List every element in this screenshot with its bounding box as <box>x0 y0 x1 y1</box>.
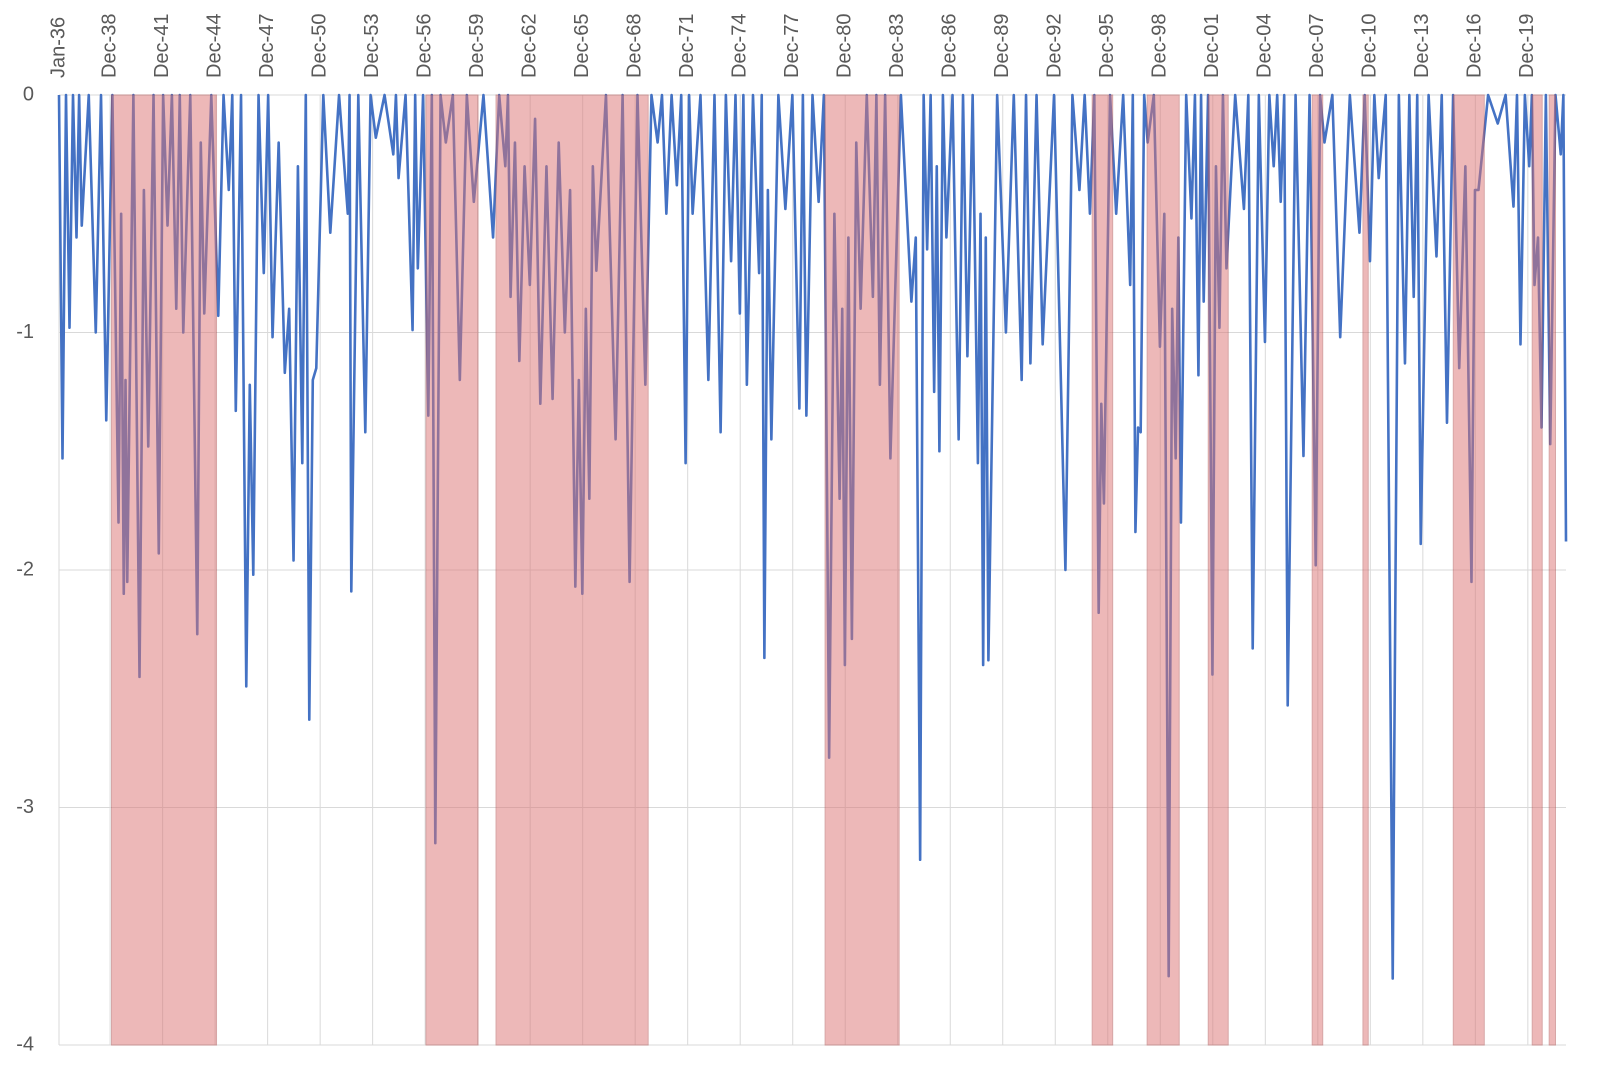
x-tick-label: Dec-07 <box>1306 14 1328 78</box>
x-tick-label: Dec-68 <box>623 14 645 78</box>
x-tick-label: Dec-13 <box>1411 14 1433 78</box>
shaded-band <box>1452 94 1485 1046</box>
shaded-band <box>1548 94 1556 1046</box>
x-tick-label: Dec-80 <box>834 14 856 78</box>
x-tick-label: Dec-62 <box>518 14 540 78</box>
x-tick-label: Dec-53 <box>361 14 383 78</box>
shaded-band <box>1146 94 1180 1046</box>
band-layer <box>111 94 1556 1046</box>
x-tick-label: Dec-71 <box>676 14 698 78</box>
x-tick-label: Dec-77 <box>781 14 803 78</box>
x-tick-label: Dec-19 <box>1516 14 1538 78</box>
x-tick-label: Dec-04 <box>1254 14 1276 78</box>
x-tick-label: Dec-41 <box>151 14 173 78</box>
x-tick-label: Dec-74 <box>728 14 750 78</box>
x-tick-label: Dec-47 <box>256 14 278 78</box>
shaded-band <box>1091 94 1114 1046</box>
shaded-band <box>425 94 479 1046</box>
shaded-band <box>111 94 218 1046</box>
x-tick-label: Dec-59 <box>466 14 488 78</box>
x-tick-label: Dec-38 <box>98 14 120 78</box>
y-tick-label: -1 <box>16 321 34 343</box>
x-tick-label: Dec-01 <box>1201 14 1223 78</box>
x-tick-label: Dec-83 <box>886 14 908 78</box>
label-layer: 0 -1 -2 -3 -4 Jan-36 Dec-38 Dec-41 Dec-44 Dec-47 D… <box>16 14 1538 1056</box>
shaded-band <box>824 94 900 1046</box>
data-line <box>57 93 1568 980</box>
x-tick-label: Dec-10 <box>1359 14 1381 78</box>
x-tick-label: Dec-65 <box>571 14 593 78</box>
x-tick-label: Dec-86 <box>939 14 961 78</box>
x-tick-label: Dec-98 <box>1149 14 1171 78</box>
grid-layer <box>58 94 1566 1046</box>
x-tick-label: Dec-50 <box>308 14 330 78</box>
x-tick-label: Dec-44 <box>203 14 225 78</box>
x-tick-label: Dec-95 <box>1096 14 1118 78</box>
x-tick-label: Dec-92 <box>1044 14 1066 78</box>
y-tick-label: -4 <box>16 1033 34 1055</box>
x-tick-label: Dec-89 <box>991 14 1013 78</box>
shaded-band <box>1311 94 1324 1046</box>
x-tick-label: Dec-56 <box>413 14 435 78</box>
shaded-band <box>1362 94 1369 1046</box>
shaded-band <box>495 94 649 1046</box>
x-tick-label: Dec-16 <box>1464 14 1486 78</box>
y-tick-label: -3 <box>16 796 34 818</box>
shaded-band <box>1531 94 1543 1046</box>
y-tick-label: 0 <box>23 83 34 105</box>
line-layer <box>57 93 1568 980</box>
y-tick-label: -2 <box>16 558 34 580</box>
shaded-band <box>1207 94 1229 1046</box>
x-tick-label: Jan-36 <box>47 17 69 78</box>
